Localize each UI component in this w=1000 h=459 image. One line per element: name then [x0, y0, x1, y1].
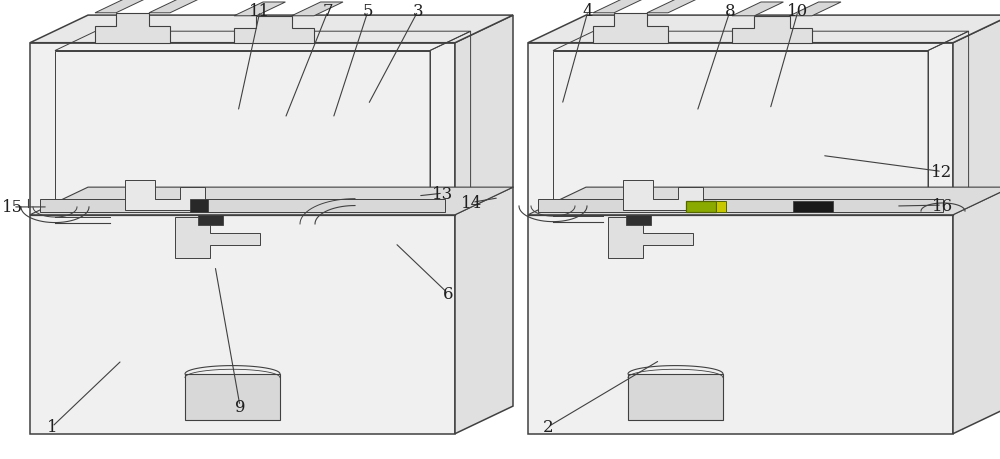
Bar	[716, 202, 726, 212]
Text: 5: 5	[363, 4, 373, 20]
Polygon shape	[647, 0, 697, 14]
Polygon shape	[528, 188, 1000, 215]
Polygon shape	[732, 3, 783, 17]
Text: 10: 10	[787, 4, 809, 20]
Polygon shape	[608, 218, 693, 259]
Polygon shape	[234, 17, 314, 44]
Text: 9: 9	[235, 398, 245, 414]
Polygon shape	[125, 181, 205, 211]
Bar	[628, 374, 723, 420]
Bar	[185, 374, 280, 420]
Bar	[40, 199, 445, 213]
Text: 1: 1	[47, 419, 57, 435]
Polygon shape	[149, 0, 199, 14]
Polygon shape	[593, 14, 668, 44]
Text: 8: 8	[725, 4, 735, 20]
Polygon shape	[175, 218, 260, 259]
Bar	[538, 199, 943, 213]
Text: 3: 3	[413, 4, 423, 20]
Polygon shape	[292, 3, 343, 17]
Text: 6: 6	[443, 285, 453, 302]
Bar	[198, 215, 223, 225]
Text: 2: 2	[543, 419, 553, 435]
Bar	[793, 202, 833, 213]
Polygon shape	[790, 3, 841, 17]
Polygon shape	[593, 0, 643, 14]
Text: 11: 11	[249, 4, 271, 20]
Bar	[190, 199, 208, 213]
Polygon shape	[528, 16, 1000, 44]
Bar	[686, 202, 716, 212]
Text: 4: 4	[583, 4, 593, 20]
Text: 14: 14	[461, 195, 483, 211]
Polygon shape	[455, 16, 513, 434]
Polygon shape	[732, 17, 812, 44]
Polygon shape	[95, 14, 170, 44]
Polygon shape	[30, 44, 455, 434]
Text: 15: 15	[2, 199, 24, 216]
Polygon shape	[95, 0, 145, 14]
Polygon shape	[30, 16, 513, 44]
Text: 12: 12	[931, 164, 953, 180]
Polygon shape	[623, 181, 703, 211]
Text: 13: 13	[432, 185, 454, 202]
Bar	[626, 215, 651, 225]
Polygon shape	[953, 16, 1000, 434]
Polygon shape	[30, 188, 513, 215]
Polygon shape	[234, 3, 285, 17]
Text: 16: 16	[931, 197, 953, 214]
Text: 7: 7	[323, 4, 333, 20]
Polygon shape	[528, 44, 953, 434]
